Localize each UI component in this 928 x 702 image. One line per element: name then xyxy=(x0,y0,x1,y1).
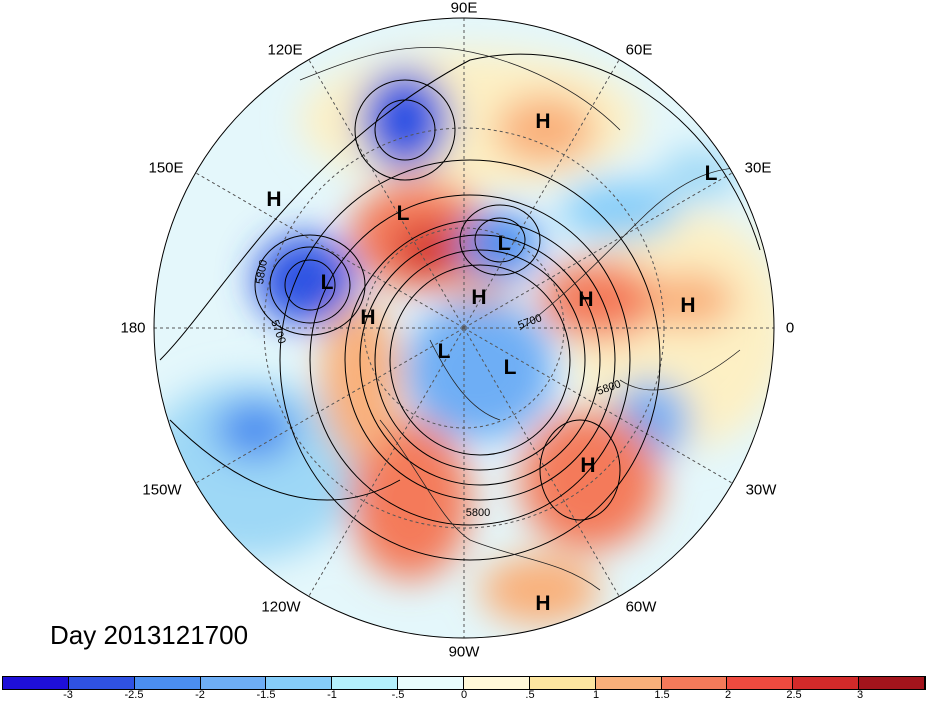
lon-label-120e: 120E xyxy=(267,41,303,59)
colorbar-tick-label: .5 xyxy=(525,689,535,701)
high-center: H xyxy=(680,294,696,317)
colorbar-segment xyxy=(793,677,860,689)
colorbar-tick-label: -2.5 xyxy=(124,689,144,701)
lon-label-30w: 30W xyxy=(745,481,777,499)
graticule xyxy=(154,18,774,638)
lon-label-90e: 90E xyxy=(450,0,478,17)
high-center: H xyxy=(471,286,487,309)
colorbar-segment xyxy=(266,677,333,689)
colorbar-segment xyxy=(595,677,662,689)
colorbar-segment xyxy=(529,677,596,689)
lon-label-120w: 120W xyxy=(261,598,301,616)
lon-label-150e: 150E xyxy=(148,159,184,177)
height-contours xyxy=(159,53,761,561)
colorbar xyxy=(2,676,926,690)
colorbar-tick-label: 3 xyxy=(856,689,864,701)
low-center: L xyxy=(704,162,718,185)
colorbar-segment xyxy=(200,677,267,689)
low-center: L xyxy=(437,340,451,363)
colorbar-segment xyxy=(464,677,530,689)
colorbar-tick-label: -2 xyxy=(195,689,205,701)
lon-label-60w: 60W xyxy=(625,598,657,616)
colorbar-tick-label: -3 xyxy=(63,689,73,701)
low-center: L xyxy=(503,356,517,379)
high-center: H xyxy=(580,454,596,477)
colorbar-tick-label: 0 xyxy=(460,689,468,701)
colorbar-segment xyxy=(727,677,794,689)
contour-label: 5800 xyxy=(465,507,491,519)
high-center: H xyxy=(535,592,551,615)
colorbar-segment xyxy=(332,677,399,689)
low-center: L xyxy=(497,232,511,255)
lon-label-150w: 150W xyxy=(142,481,182,499)
colorbar-tick-label: 2 xyxy=(724,689,732,701)
lon-label-90w: 90W xyxy=(448,643,480,661)
lon-label-30e: 30E xyxy=(744,159,772,177)
colorbar-tick-label: -1.5 xyxy=(256,689,276,701)
coastlines xyxy=(299,47,771,591)
colorbar-segment xyxy=(3,677,69,689)
low-center: L xyxy=(320,271,334,294)
high-center: H xyxy=(535,110,551,133)
colorbar-tick-label: 1.5 xyxy=(654,689,670,701)
colorbar-segment xyxy=(398,677,465,689)
map-border xyxy=(153,17,775,639)
lon-label-0: 0 xyxy=(785,319,795,337)
colorbar-tick-label: 2.5 xyxy=(786,689,802,701)
map-title: Day 2013121700 xyxy=(50,620,249,650)
colorbar-segment xyxy=(68,677,135,689)
lon-label-180: 180 xyxy=(120,319,146,337)
high-center: H xyxy=(266,188,282,211)
high-center: H xyxy=(360,306,376,329)
colorbar-tick-label: -1 xyxy=(327,689,337,701)
colorbar-segment xyxy=(134,677,201,689)
lon-label-60e: 60E xyxy=(625,41,653,59)
low-center: L xyxy=(396,202,410,225)
colorbar-tick-label: -.5 xyxy=(391,689,405,701)
colorbar-tick-label: 1 xyxy=(592,689,600,701)
colorbar-segment xyxy=(859,677,926,689)
colorbar-segment xyxy=(661,677,728,689)
high-center: H xyxy=(578,288,594,311)
